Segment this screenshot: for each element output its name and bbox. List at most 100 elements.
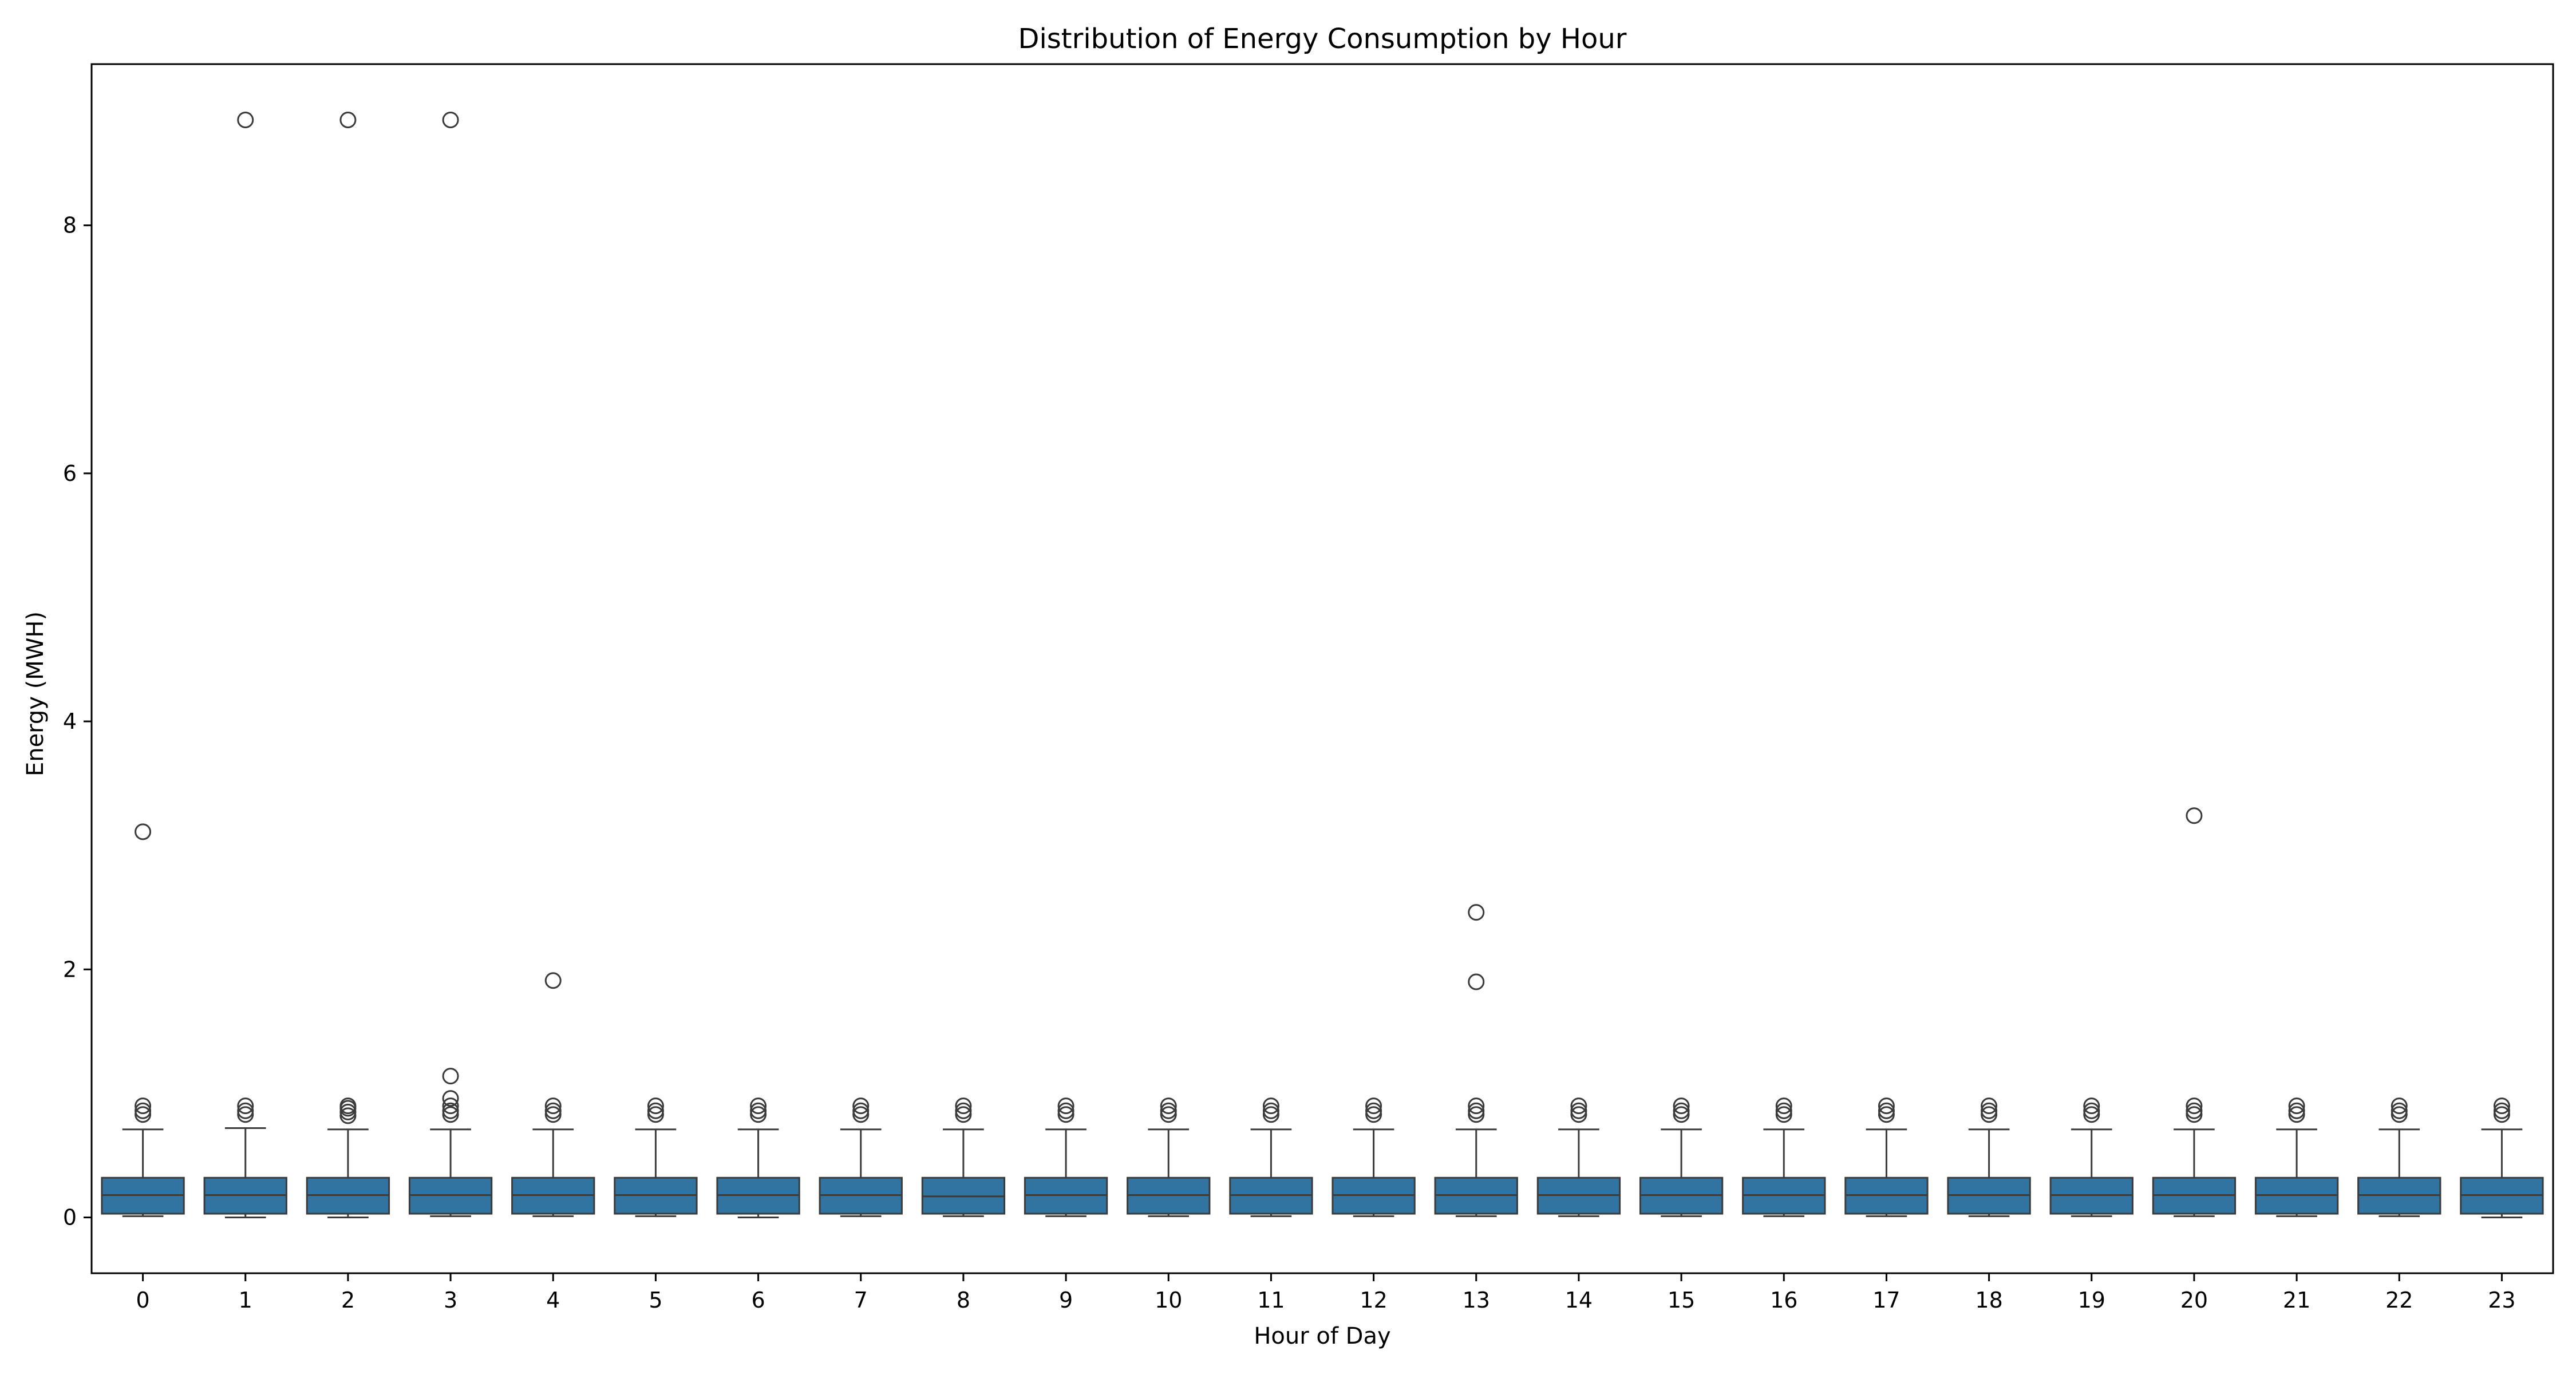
x-tick-label: 17 (1872, 1288, 1900, 1313)
x-tick-label: 8 (957, 1288, 970, 1313)
outlier-point (1878, 1106, 1895, 1123)
y-axis-label: Energy (MWH) (22, 611, 49, 776)
outlier-point (1160, 1102, 1177, 1119)
x-tick-label: 18 (1975, 1288, 2002, 1313)
x-tick-label: 21 (2283, 1288, 2310, 1313)
outlier-point (1878, 1097, 1895, 1115)
x-tick-label: 4 (546, 1288, 560, 1313)
outlier-point (2493, 1102, 2510, 1119)
x-tick-label: 12 (1360, 1288, 1387, 1313)
outlier-point (1878, 1102, 1895, 1119)
x-tick-label: 1 (239, 1288, 252, 1313)
x-tick-label: 10 (1155, 1288, 1182, 1313)
outlier-point (1570, 1106, 1587, 1123)
outlier-point (237, 1102, 254, 1119)
outlier-point (237, 111, 254, 128)
outlier-point (135, 823, 152, 840)
outlier-point (544, 972, 562, 989)
outlier-point (135, 1102, 152, 1119)
outlier-point (1570, 1097, 1587, 1115)
outlier-point (1262, 1102, 1279, 1119)
outlier-point (1262, 1106, 1279, 1123)
outlier-point (442, 1068, 459, 1085)
outlier-point (339, 1103, 357, 1120)
outlier-point (1468, 1097, 1485, 1115)
x-tick-label: 16 (1770, 1288, 1797, 1313)
outlier-point (852, 1106, 870, 1123)
x-tick-label: 14 (1565, 1288, 1593, 1313)
y-tick-label: 4 (63, 709, 77, 734)
axes-frame (90, 63, 2554, 1274)
outlier-point (2493, 1106, 2510, 1123)
outlier-point (1673, 1097, 1690, 1115)
outlier-point (1160, 1097, 1177, 1115)
x-tick-label: 3 (444, 1288, 457, 1313)
outlier-point (647, 1106, 664, 1123)
outlier-point (1365, 1097, 1382, 1115)
outlier-point (442, 1090, 459, 1107)
x-tick-label: 7 (854, 1288, 868, 1313)
outlier-point (2083, 1102, 2100, 1119)
x-tick-label: 6 (751, 1288, 765, 1313)
x-tick-label: 23 (2488, 1288, 2515, 1313)
outlier-point (339, 1107, 357, 1124)
outlier-point (2391, 1102, 2408, 1119)
outlier-point (1775, 1106, 1792, 1123)
x-tick-label: 22 (2385, 1288, 2413, 1313)
outlier-point (1775, 1102, 1792, 1119)
outlier-point (237, 1097, 254, 1115)
outlier-point (1468, 973, 1485, 990)
x-tick-label: 20 (2180, 1288, 2208, 1313)
x-tick-label: 2 (341, 1288, 355, 1313)
outlier-point (2186, 1106, 2203, 1123)
outlier-point (1468, 1106, 1485, 1123)
y-tick-label: 6 (63, 461, 77, 486)
x-tick-label: 9 (1059, 1288, 1073, 1313)
outlier-point (1775, 1097, 1792, 1115)
outlier-point (2391, 1097, 2408, 1115)
outlier-point (2288, 1106, 2305, 1123)
x-tick-label: 15 (1668, 1288, 1695, 1313)
outlier-point (135, 1097, 152, 1115)
outlier-point (2186, 1102, 2203, 1119)
outlier-point (750, 1106, 767, 1123)
x-tick-label: 11 (1257, 1288, 1285, 1313)
outlier-point (1468, 1102, 1485, 1119)
outlier-point (2083, 1097, 2100, 1115)
outlier-point (1160, 1106, 1177, 1123)
outlier-point (2186, 807, 2203, 824)
x-tick-label: 0 (136, 1288, 149, 1313)
outlier-point (442, 1097, 459, 1115)
outlier-point (544, 1097, 562, 1115)
outlier-point (1057, 1097, 1074, 1115)
y-tick-label: 2 (63, 957, 77, 982)
outlier-point (750, 1097, 767, 1115)
outlier-point (1673, 1102, 1690, 1119)
outlier-point (955, 1102, 972, 1119)
outlier-point (135, 1106, 152, 1123)
outlier-point (852, 1097, 870, 1115)
outlier-point (955, 1106, 972, 1123)
outlier-point (647, 1097, 664, 1115)
outlier-point (339, 1097, 357, 1115)
outlier-point (2288, 1102, 2305, 1119)
outlier-point (2288, 1097, 2305, 1115)
x-tick-label: 19 (2078, 1288, 2105, 1313)
outlier-point (339, 111, 357, 128)
outlier-point (1262, 1097, 1279, 1115)
outlier-point (1365, 1106, 1382, 1123)
x-axis-label: Hour of Day (1254, 1323, 1390, 1349)
outlier-point (1365, 1102, 1382, 1119)
outlier-point (2493, 1097, 2510, 1115)
outlier-point (2391, 1106, 2408, 1123)
y-tick-label: 0 (63, 1205, 77, 1230)
x-tick-label: 5 (649, 1288, 662, 1313)
outlier-point (955, 1097, 972, 1115)
outlier-point (544, 1106, 562, 1123)
outlier-point (1468, 904, 1485, 921)
outlier-point (2083, 1106, 2100, 1123)
y-tick-label: 8 (63, 213, 77, 238)
